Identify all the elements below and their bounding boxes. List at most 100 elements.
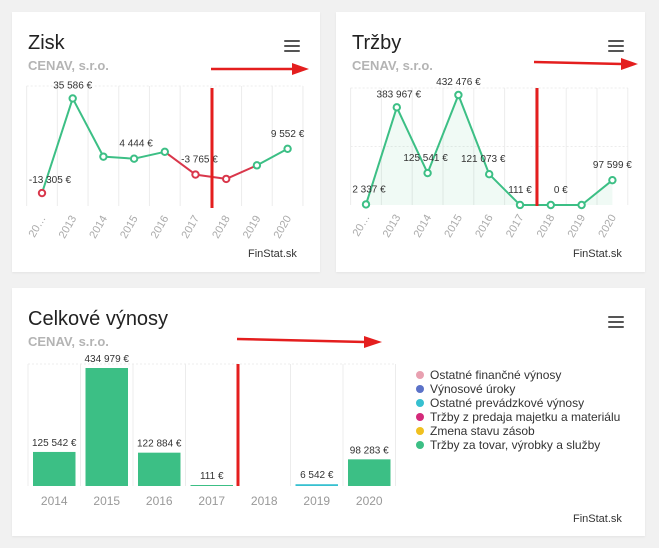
annotation-arrow-head (292, 63, 309, 75)
bar-label: 122 884 € (137, 439, 182, 450)
legend-label: Ostatné prevádzkové výnosy (430, 396, 585, 410)
card-title: Tržby (352, 32, 402, 54)
data-label: 9 552 € (271, 129, 305, 140)
legend-dot-icon (416, 385, 424, 393)
data-point (252, 161, 262, 170)
series-line-segment (41, 98, 74, 194)
chart-credit: FinStat.sk (573, 248, 622, 260)
data-label: 35 586 € (53, 80, 92, 91)
bar (33, 451, 76, 486)
legend-label: Výnosové úroky (430, 382, 516, 396)
hamburger-menu-icon[interactable] (608, 40, 624, 53)
bar (348, 459, 391, 486)
legend-dot-icon (416, 441, 424, 449)
bar-label: 111 € (200, 471, 224, 482)
bar-label: 434 979 € (85, 354, 130, 365)
x-tick-label: 2020 (272, 214, 295, 241)
x-tick-label: 2015 (442, 213, 465, 240)
x-tick-label: 2019 (241, 214, 264, 241)
card-subtitle: CENAV, s.r.o. (28, 58, 109, 73)
bar (138, 452, 181, 486)
x-tick-label: 2018 (210, 214, 233, 241)
x-tick-label: 2016 (473, 213, 496, 240)
bar-label: 98 283 € (350, 445, 389, 456)
data-label: 97 599 € (593, 160, 632, 171)
data-point (454, 90, 463, 100)
data-label: -13 305 € (29, 175, 72, 186)
data-point (129, 154, 139, 163)
data-label: 111 € (508, 185, 532, 196)
x-tick-label: 2018 (535, 213, 558, 240)
legend-item[interactable]: Ostatné finančné výnosy (416, 368, 620, 382)
data-label: 432 476 € (436, 77, 481, 88)
x-tick-label: 20… (27, 214, 49, 240)
bar-label: 125 542 € (32, 438, 77, 449)
legend-dot-icon (416, 371, 424, 379)
data-label: 125 541 € (403, 153, 448, 164)
x-tick-label: 2014 (41, 494, 68, 508)
x-tick-label: 2014 (412, 213, 435, 240)
data-point (515, 200, 525, 210)
data-label: 4 444 € (119, 139, 153, 150)
series-line-segment (256, 147, 289, 167)
legend-dot-icon (416, 399, 424, 407)
hamburger-menu-icon[interactable] (284, 40, 300, 53)
trzby-card: Tržby CENAV, s.r.o. FinStat.sk (336, 12, 645, 272)
bar (190, 485, 233, 486)
series-line-segment (164, 151, 197, 176)
x-tick-label: 2016 (146, 494, 173, 508)
x-tick-label: 2018 (251, 494, 278, 508)
series-line-segment (103, 155, 135, 160)
annotation-arrow-head (621, 58, 638, 70)
data-label: 383 967 € (377, 89, 422, 100)
series-line-segment (365, 107, 398, 205)
x-tick-label: 2019 (303, 494, 330, 508)
card-title: Zisk (28, 32, 65, 54)
series-line-segment (426, 94, 460, 174)
x-tick-label: 2017 (198, 494, 225, 508)
data-point (361, 200, 371, 209)
data-point (577, 200, 586, 210)
x-tick-label: 2013 (381, 213, 404, 240)
annotation-arrow-head (364, 336, 382, 348)
legend-label: Ostatné finančné výnosy (430, 368, 562, 382)
legend-item[interactable]: Tržby z predaja majetku a materiálu (416, 410, 620, 424)
x-tick-label: 2020 (356, 494, 383, 508)
data-label: 121 073 € (461, 154, 506, 165)
data-point (99, 152, 108, 161)
x-tick-label: 2014 (87, 214, 110, 241)
bar (295, 484, 338, 486)
legend-item[interactable]: Výnosové úroky (416, 382, 620, 396)
series-line-segment (395, 106, 429, 174)
x-tick-label: 2017 (504, 213, 527, 240)
data-point (283, 144, 292, 154)
legend-item[interactable]: Zmena stavu zásob (416, 424, 620, 438)
bar-label: 6 542 € (300, 470, 334, 481)
bar (85, 368, 128, 486)
legend-label: Zmena stavu zásob (430, 424, 535, 438)
legend-item[interactable]: Tržby za tovar, výrobky a služby (416, 438, 620, 452)
x-tick-label: 2015 (93, 494, 120, 508)
series-line-segment (133, 150, 166, 160)
series-line-segment (225, 164, 258, 180)
x-tick-label: 20… (351, 213, 373, 239)
series-line-segment (580, 179, 614, 206)
data-label: 0 € (554, 185, 568, 196)
chart-credit: FinStat.sk (573, 513, 622, 525)
card-title: Celkové výnosy (28, 308, 169, 330)
legend-label: Tržby za tovar, výrobky a služby (430, 438, 601, 452)
data-point (191, 170, 200, 179)
x-tick-label: 2019 (566, 213, 589, 240)
annotation-arrow-shaft (236, 337, 366, 344)
hamburger-menu-icon[interactable] (608, 316, 624, 329)
data-point (392, 103, 401, 112)
data-point (423, 168, 432, 178)
legend: Ostatné finančné výnosy Výnosové úroky Ost… (416, 368, 620, 452)
x-tick-label: 2020 (596, 213, 619, 240)
legend-item[interactable]: Ostatné prevádzkové výnosy (416, 396, 620, 410)
data-label: 2 337 € (352, 184, 386, 195)
area-fill (366, 95, 613, 205)
data-point (68, 94, 77, 103)
series-line-segment (488, 173, 521, 206)
